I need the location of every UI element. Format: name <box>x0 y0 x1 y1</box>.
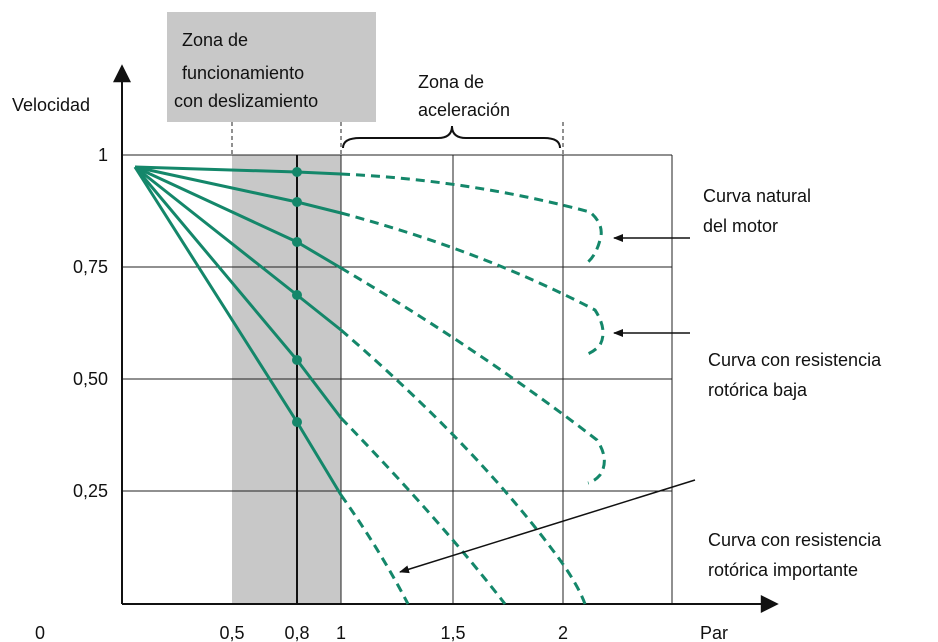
zone-label: Zona de <box>182 30 248 50</box>
curves <box>133 165 606 605</box>
y-tick-label: 1 <box>98 145 108 165</box>
zone-label: con deslizamiento <box>174 91 318 111</box>
annotation: Curva natural <box>703 186 811 206</box>
x-tick-label: 1,5 <box>440 623 465 642</box>
annotation: rotórica baja <box>708 380 808 400</box>
grid <box>122 122 673 604</box>
annotation: del motor <box>703 216 778 236</box>
zone-label: funcionamiento <box>182 63 304 83</box>
x-axis-label: Par <box>700 623 728 642</box>
y-tick-label: 0,25 <box>73 481 108 501</box>
arrow <box>399 479 696 574</box>
x-tick-label: 0 <box>35 623 45 642</box>
x-tick-label: 0,8 <box>284 623 309 642</box>
y-tick-label: 0,75 <box>73 257 108 277</box>
slip-zone-label-box <box>167 12 376 122</box>
x-tick-label: 1 <box>336 623 346 642</box>
y-axis-label: Velocidad <box>12 95 90 115</box>
y-tick-label: 0,50 <box>73 369 108 389</box>
annotation: rotórica importante <box>708 560 858 580</box>
zone-label: aceleración <box>418 100 510 120</box>
x-tick-label: 2 <box>558 623 568 642</box>
acceleration-bracket <box>342 125 561 149</box>
zone-label: Zona de <box>418 72 484 92</box>
x-tick-label: 0,5 <box>219 623 244 642</box>
annotation: Curva con resistencia <box>708 350 882 370</box>
annotation: Curva con resistencia <box>708 530 882 550</box>
